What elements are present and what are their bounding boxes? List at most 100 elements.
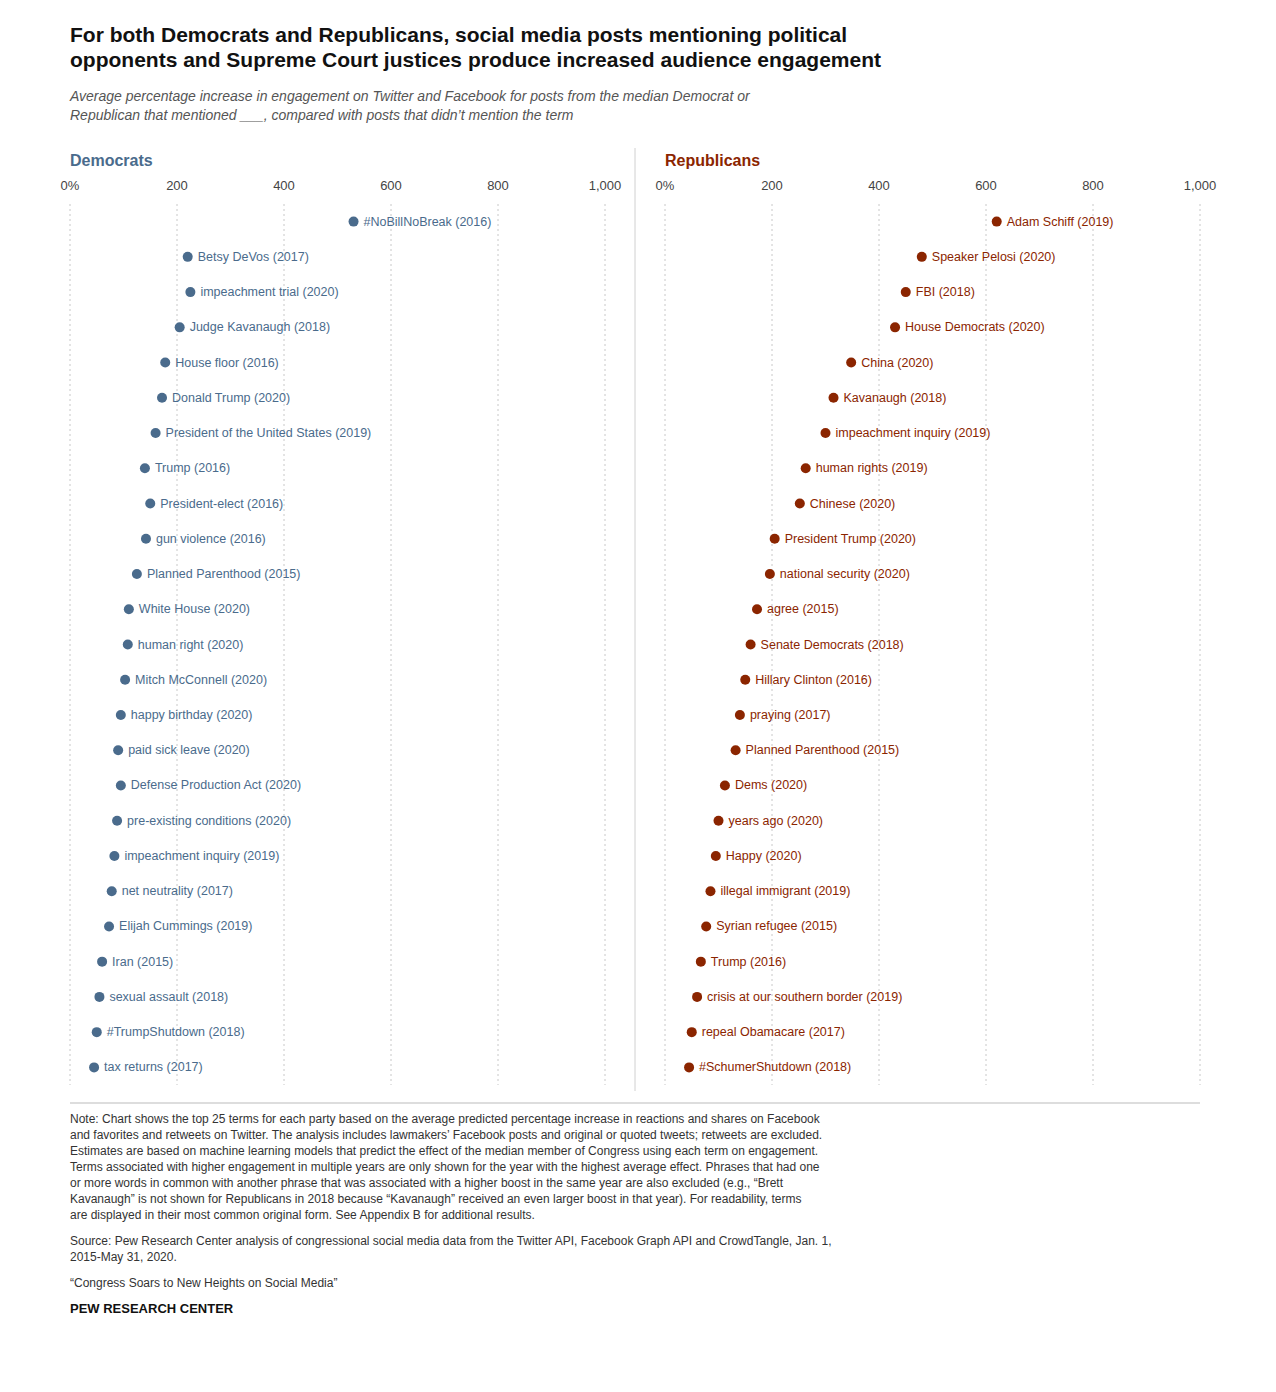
category-label: Donald Trump (2020) [172, 391, 290, 405]
grid-line [1093, 204, 1094, 1085]
category-label: House floor (2016) [175, 356, 279, 370]
category-label: Adam Schiff (2019) [1007, 215, 1114, 229]
dot [770, 534, 780, 544]
category-label: Trump (2016) [711, 955, 786, 969]
tick-label: 1,000 [1184, 178, 1217, 193]
dot [765, 569, 775, 579]
dot [89, 1062, 99, 1072]
category-label: President Trump (2020) [785, 532, 916, 546]
dot-labels: Adam Schiff (2019)Speaker Pelosi (2020)F… [699, 215, 1113, 1075]
category-label: human rights (2019) [816, 461, 928, 475]
dot [687, 1027, 697, 1037]
category-label: Defense Production Act (2020) [131, 778, 301, 792]
dot [795, 499, 805, 509]
panel-label: Republicans [665, 152, 760, 169]
category-label: years ago (2020) [729, 814, 824, 828]
dot [151, 428, 161, 438]
tick-label: 400 [273, 178, 295, 193]
annotation-line: Kavanaugh” is not shown for Republicans … [70, 1192, 802, 1206]
annotation: PEW RESEARCH CENTER [70, 1301, 234, 1316]
dot [846, 358, 856, 368]
dot-labels: #NoBillNoBreak (2016)Betsy DeVos (2017)i… [104, 215, 491, 1075]
dot [746, 640, 756, 650]
grid-line [1200, 204, 1201, 1085]
tick-label: 600 [975, 178, 997, 193]
category-label: Hillary Clinton (2016) [755, 673, 872, 687]
dot [140, 463, 150, 473]
dot [890, 322, 900, 332]
tick-label: 400 [868, 178, 890, 193]
category-label: House Democrats (2020) [905, 320, 1045, 334]
category-label: Trump (2016) [155, 461, 230, 475]
category-label: Planned Parenthood (2015) [746, 743, 900, 757]
annotation-line: Note: Chart shows the top 25 terms for e… [70, 1112, 821, 1126]
dot [705, 886, 715, 896]
dot [349, 217, 359, 227]
grid-line [986, 204, 987, 1085]
category-label: China (2020) [861, 356, 933, 370]
tick-label: 800 [1082, 178, 1104, 193]
dot [801, 463, 811, 473]
dot [720, 780, 730, 790]
grid-line [665, 204, 666, 1085]
dot [116, 710, 126, 720]
category-label: #NoBillNoBreak (2016) [364, 215, 492, 229]
category-label: Syrian refugee (2015) [716, 919, 837, 933]
dots [89, 217, 358, 1073]
dot [104, 921, 114, 931]
dot [97, 957, 107, 967]
grid-line [498, 204, 499, 1085]
dot [160, 358, 170, 368]
dot [107, 886, 117, 896]
category-label: Mitch McConnell (2020) [135, 673, 267, 687]
title-line: opponents and Supreme Court justices pro… [70, 48, 881, 71]
panel-label: Democrats [70, 152, 153, 169]
dot [829, 393, 839, 403]
dot [731, 745, 741, 755]
category-label: happy birthday (2020) [131, 708, 253, 722]
grid-line [70, 204, 71, 1085]
category-label: illegal immigrant (2019) [720, 884, 850, 898]
category-label: net neutrality (2017) [122, 884, 233, 898]
grid-line [284, 204, 285, 1085]
dot [692, 992, 702, 1002]
dot [123, 640, 133, 650]
dot [132, 569, 142, 579]
category-label: impeachment inquiry (2019) [124, 849, 279, 863]
subtitle: Average percentage increase in engagemen… [69, 88, 751, 123]
category-label: impeachment inquiry (2019) [836, 426, 991, 440]
category-label: Chinese (2020) [810, 497, 895, 511]
dot [124, 604, 134, 614]
tick-label: 0% [61, 178, 80, 193]
chart-root: For both Democrats and Republicans, soci… [0, 0, 1276, 1392]
dot [684, 1062, 694, 1072]
tick-label: 800 [487, 178, 509, 193]
dot [145, 499, 155, 509]
category-label: Kavanaugh (2018) [844, 391, 947, 405]
annotation-line: “Congress Soars to New Heights on Social… [70, 1276, 337, 1290]
annotation: Note: Chart shows the top 25 terms for e… [70, 1112, 822, 1222]
category-label: sexual assault (2018) [109, 990, 228, 1004]
dot [109, 851, 119, 861]
dot [735, 710, 745, 720]
dot [141, 534, 151, 544]
panel: 0%2004006008001,000RepublicansAdam Schif… [656, 152, 1217, 1085]
category-label: #TrumpShutdown (2018) [107, 1025, 245, 1039]
category-label: gun violence (2016) [156, 532, 266, 546]
tick-label: 600 [380, 178, 402, 193]
category-label: Senate Democrats (2018) [761, 638, 904, 652]
grid-line [605, 204, 606, 1085]
dot [183, 252, 193, 262]
divider [635, 148, 636, 1091]
dot [711, 851, 721, 861]
tick-label: 200 [761, 178, 783, 193]
dot [112, 816, 122, 826]
category-label: Elijah Cummings (2019) [119, 919, 252, 933]
category-label: Judge Kavanaugh (2018) [190, 320, 330, 334]
annotation-line: Estimates are based on machine learning … [70, 1144, 818, 1158]
dot [714, 816, 724, 826]
dot [992, 217, 1002, 227]
dot [701, 921, 711, 931]
panel: 0%2004006008001,000Democrats#NoBillNoBre… [61, 152, 622, 1085]
dot [120, 675, 130, 685]
